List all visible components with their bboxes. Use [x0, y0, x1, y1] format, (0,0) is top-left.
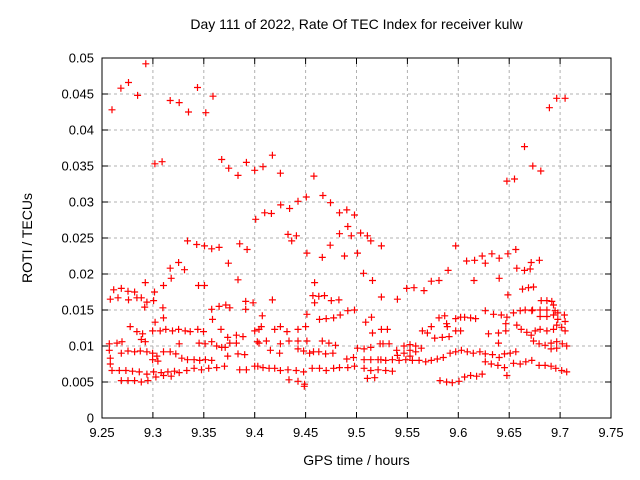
x-tick-label: 9.55 [395, 425, 420, 440]
x-tick-label: 9.65 [497, 425, 522, 440]
x-tick-label: 9.45 [293, 425, 318, 440]
y-tick-label: 0.005 [61, 375, 94, 390]
y-tick-label: 0.04 [69, 123, 94, 138]
tick-marks [101, 57, 612, 419]
y-tick-label: 0.02 [69, 267, 94, 282]
y-tick-label: 0.025 [61, 231, 94, 246]
x-tick-label: 9.75 [598, 425, 623, 440]
x-tick-label: 9.3 [144, 425, 162, 440]
chart-title: Day 111 of 2022, Rate Of TEC Index for r… [190, 16, 523, 32]
y-tick-label: 0.05 [69, 51, 94, 66]
x-tick-label: 9.35 [191, 425, 216, 440]
y-tick-label: 0.035 [61, 159, 94, 174]
scatter-points [105, 60, 571, 390]
x-tick-label: 9.25 [89, 425, 114, 440]
x-tick-label: 9.6 [449, 425, 467, 440]
x-tick-label: 9.4 [246, 425, 264, 440]
grid-lines [102, 58, 611, 418]
y-tick-label: 0.01 [69, 339, 94, 354]
y-axis-label: ROTI / TECUs [19, 193, 35, 283]
y-tick-label: 0.03 [69, 195, 94, 210]
x-tick-label: 9.7 [551, 425, 569, 440]
x-tick-label: 9.5 [347, 425, 365, 440]
y-tick-label: 0 [87, 411, 94, 426]
y-tick-label: 0.015 [61, 303, 94, 318]
y-tick-label: 0.045 [61, 87, 94, 102]
x-axis-label: GPS time / hours [303, 452, 410, 468]
